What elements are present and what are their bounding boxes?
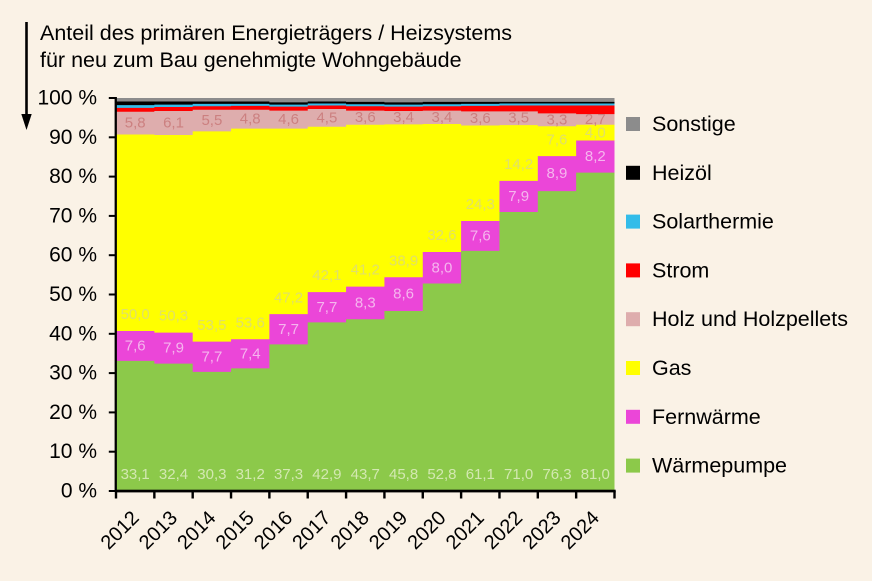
svg-text:60 %: 60 % bbox=[49, 244, 97, 267]
svg-text:71,0: 71,0 bbox=[504, 466, 533, 483]
svg-text:70 %: 70 % bbox=[49, 204, 97, 227]
svg-text:8,6: 8,6 bbox=[393, 286, 414, 303]
svg-text:8,2: 8,2 bbox=[585, 148, 606, 165]
svg-text:3,4: 3,4 bbox=[432, 109, 453, 126]
svg-text:41,2: 41,2 bbox=[351, 262, 380, 279]
svg-text:24,3: 24,3 bbox=[466, 196, 495, 213]
svg-text:50 %: 50 % bbox=[49, 283, 97, 306]
svg-text:7,7: 7,7 bbox=[316, 299, 337, 316]
svg-text:3,5: 3,5 bbox=[508, 110, 529, 127]
svg-text:Wärmepumpe: Wärmepumpe bbox=[652, 454, 787, 478]
svg-text:Anteil des primären Energieträ: Anteil des primären Energieträgers / Hei… bbox=[40, 21, 512, 45]
svg-text:37,3: 37,3 bbox=[274, 466, 303, 483]
svg-text:80 %: 80 % bbox=[49, 165, 97, 188]
svg-text:38,9: 38,9 bbox=[389, 252, 418, 269]
svg-text:0 %: 0 % bbox=[61, 480, 97, 503]
svg-text:50,0: 50,0 bbox=[121, 306, 150, 323]
svg-text:4,5: 4,5 bbox=[316, 109, 337, 126]
svg-text:2,7: 2,7 bbox=[585, 111, 606, 128]
svg-text:76,3: 76,3 bbox=[542, 466, 571, 483]
svg-text:43,7: 43,7 bbox=[351, 466, 380, 483]
svg-text:Heizöl: Heizöl bbox=[652, 161, 712, 185]
svg-text:30,3: 30,3 bbox=[197, 466, 226, 483]
svg-text:61,1: 61,1 bbox=[466, 466, 495, 483]
svg-text:81,0: 81,0 bbox=[581, 466, 610, 483]
svg-text:53,5: 53,5 bbox=[197, 317, 226, 334]
svg-text:4,6: 4,6 bbox=[278, 111, 299, 128]
svg-text:50,3: 50,3 bbox=[159, 308, 188, 325]
svg-text:3,4: 3,4 bbox=[393, 109, 414, 126]
svg-text:7,9: 7,9 bbox=[508, 188, 529, 205]
svg-text:Solarthermie: Solarthermie bbox=[652, 210, 774, 234]
svg-text:33,1: 33,1 bbox=[121, 466, 150, 483]
svg-text:3,6: 3,6 bbox=[470, 110, 491, 127]
svg-text:für neu zum Bau genehmigte Woh: für neu zum Bau genehmigte Wohngebäude bbox=[40, 48, 462, 72]
svg-text:7,7: 7,7 bbox=[278, 321, 299, 338]
svg-text:42,9: 42,9 bbox=[312, 466, 341, 483]
svg-text:4,0: 4,0 bbox=[585, 125, 606, 142]
svg-text:5,8: 5,8 bbox=[125, 115, 146, 132]
svg-text:100 %: 100 % bbox=[37, 87, 97, 110]
svg-text:Fernwärme: Fernwärme bbox=[652, 405, 761, 429]
svg-text:7,9: 7,9 bbox=[163, 340, 184, 357]
svg-text:Sonstige: Sonstige bbox=[652, 112, 736, 136]
svg-text:47,2: 47,2 bbox=[274, 289, 303, 306]
svg-text:7,6: 7,6 bbox=[125, 337, 146, 354]
svg-text:Gas: Gas bbox=[652, 356, 691, 380]
svg-text:7,6: 7,6 bbox=[547, 131, 568, 148]
svg-text:90 %: 90 % bbox=[49, 126, 97, 149]
svg-text:14,2: 14,2 bbox=[504, 156, 533, 173]
svg-text:7,7: 7,7 bbox=[201, 348, 222, 365]
svg-text:20 %: 20 % bbox=[49, 401, 97, 424]
svg-text:30 %: 30 % bbox=[49, 362, 97, 385]
svg-text:7,4: 7,4 bbox=[240, 345, 261, 362]
svg-text:3,3: 3,3 bbox=[547, 111, 568, 128]
svg-text:42,1: 42,1 bbox=[312, 267, 341, 284]
svg-text:8,0: 8,0 bbox=[432, 259, 453, 276]
svg-text:45,8: 45,8 bbox=[389, 466, 418, 483]
svg-text:53,6: 53,6 bbox=[236, 314, 265, 331]
svg-text:3,6: 3,6 bbox=[355, 109, 376, 126]
svg-text:Strom: Strom bbox=[652, 258, 709, 282]
svg-text:5,5: 5,5 bbox=[201, 112, 222, 129]
svg-text:40 %: 40 % bbox=[49, 322, 97, 345]
svg-text:32,4: 32,4 bbox=[159, 466, 188, 483]
svg-text:52,8: 52,8 bbox=[427, 466, 456, 483]
svg-text:8,3: 8,3 bbox=[355, 294, 376, 311]
svg-text:6,1: 6,1 bbox=[163, 114, 184, 131]
svg-text:4,8: 4,8 bbox=[240, 111, 261, 128]
svg-text:Holz und Holzpellets: Holz und Holzpellets bbox=[652, 307, 848, 331]
svg-text:7,6: 7,6 bbox=[470, 227, 491, 244]
svg-text:8,9: 8,9 bbox=[547, 165, 568, 182]
svg-text:10 %: 10 % bbox=[49, 440, 97, 463]
svg-text:32,6: 32,6 bbox=[427, 227, 456, 244]
svg-text:31,2: 31,2 bbox=[236, 466, 265, 483]
